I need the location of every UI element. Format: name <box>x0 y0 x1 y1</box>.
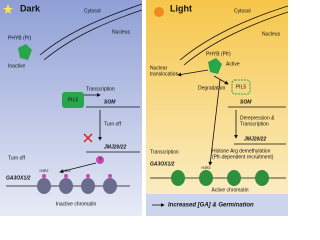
nuclear-membrane <box>183 11 288 66</box>
phyb-shape <box>208 58 222 74</box>
block-x <box>83 133 93 143</box>
gene-label: GA3OX1/2 <box>6 175 31 181</box>
unknown-shape <box>96 156 104 164</box>
histone-label: H3R2 <box>40 169 49 173</box>
gene-label: SOM <box>240 99 252 105</box>
label: Transcription <box>150 149 179 155</box>
gene-label: JMJ20/22 <box>244 136 266 142</box>
label: PHYB (Pfr) <box>206 51 231 57</box>
page: Dark Cytosol Nucleus PHYB (Pr) Inactive … <box>0 0 288 216</box>
panel-title: Dark <box>20 3 41 13</box>
gene-label: JMJ20/22 <box>104 144 126 150</box>
label: Nucleus <box>262 31 281 37</box>
label: Inactive chromatin <box>56 201 97 207</box>
label: Nucleus <box>112 29 131 35</box>
label: Degradation <box>198 85 225 91</box>
nucleosomes <box>37 178 117 194</box>
label: Inactive <box>8 63 25 69</box>
label: Histone Arg demethylation <box>212 148 271 154</box>
nuclear-membrane <box>43 9 143 61</box>
nuclear-membrane <box>39 3 143 56</box>
outcome-banner <box>146 194 288 216</box>
arrow <box>208 79 221 166</box>
label: Derepression & <box>240 115 275 121</box>
panel-title: Light <box>170 3 192 13</box>
label: PHYB (Pr) <box>8 35 32 41</box>
label: Transcription <box>86 86 115 92</box>
arrow <box>59 162 97 174</box>
label: Cytosol <box>234 8 251 14</box>
pil5-shape <box>62 92 84 108</box>
label: PIL5 <box>236 84 247 90</box>
phyb-shape <box>18 44 32 60</box>
arrow <box>177 69 209 77</box>
nucleosomes <box>171 170 269 186</box>
methyl-marks <box>42 174 112 178</box>
label: translocation <box>150 71 179 77</box>
label: (Pfr-dependent recruitment) <box>212 154 274 160</box>
star-icon <box>3 4 13 14</box>
gene-label: GA3OX1/2 <box>150 161 175 167</box>
label: Active chromatin <box>212 187 249 193</box>
arrow <box>213 75 229 85</box>
outcome: Increased [GA] & Germination <box>168 203 254 209</box>
histone-label: H4R3 <box>62 169 71 173</box>
histone-label: H3R2 <box>202 166 211 170</box>
label: Nuclear <box>150 65 168 71</box>
label: Turn off <box>104 121 122 127</box>
label: ? <box>99 157 102 163</box>
diagram: Dark Cytosol Nucleus PHYB (Pr) Inactive … <box>0 0 288 216</box>
nuclear-membrane <box>179 5 288 61</box>
label: PIL5 <box>68 97 79 103</box>
pil5-shape <box>231 79 251 95</box>
label: Turn off <box>8 155 26 161</box>
label: Transcription <box>240 121 269 127</box>
gene-label: SOM <box>104 99 116 105</box>
label: Active <box>226 61 240 67</box>
label: Cytosol <box>84 8 101 14</box>
sun-icon <box>154 7 164 17</box>
